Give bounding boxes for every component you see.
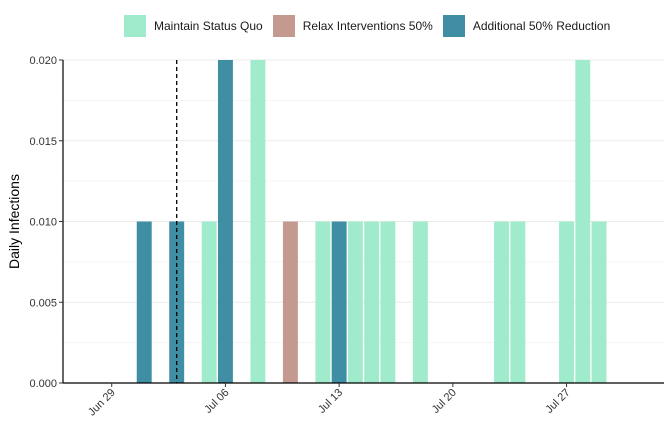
x-tick-label: Jul 27: [543, 387, 572, 416]
legend-swatch-relax-interventions: [272, 15, 295, 37]
bar-maintain-status-quo: [380, 221, 396, 383]
x-tick-label: Jul 13: [316, 387, 345, 416]
x-tick-label: Jul 20: [430, 387, 459, 416]
legend-label-additional-reduction: Additional 50% Reduction: [472, 19, 611, 33]
x-tick-label: Jun 29: [86, 387, 118, 419]
bar-maintain-status-quo: [559, 221, 575, 383]
bar-maintain-status-quo: [250, 60, 266, 383]
bar-maintain-status-quo: [364, 221, 380, 383]
y-tick-label: 0.015: [29, 136, 57, 148]
legend-item-additional-reduction: Additional 50% Reduction: [442, 15, 611, 37]
bar-maintain-status-quo: [412, 221, 428, 383]
y-tick-label: 0.020: [29, 55, 57, 67]
y-axis-title: Daily Infections: [6, 174, 22, 269]
bar-maintain-status-quo: [510, 221, 526, 383]
x-tick-label: Jul 06: [202, 387, 231, 416]
bar-maintain-status-quo: [494, 221, 510, 383]
bar-maintain-status-quo: [591, 221, 607, 383]
legend-label-relax-interventions: Relax Interventions 50%: [302, 19, 433, 33]
y-tick-label: 0.000: [29, 378, 57, 390]
bar-additional-reduction: [217, 60, 233, 383]
bar-maintain-status-quo: [347, 221, 363, 383]
y-tick-label: 0.005: [29, 297, 57, 309]
y-tick-label: 0.010: [29, 217, 57, 229]
legend: Maintain Status Quo Relax Interventions …: [124, 14, 620, 38]
bar-additional-reduction: [169, 221, 185, 383]
bar-additional-reduction: [331, 221, 347, 383]
legend-swatch-additional-reduction: [442, 15, 465, 37]
legend-label-maintain-status-quo: Maintain Status Quo: [154, 19, 263, 33]
bar-maintain-status-quo: [315, 221, 331, 383]
bar-relax-interventions: [282, 221, 298, 383]
bar-maintain-status-quo: [201, 221, 217, 383]
bar-maintain-status-quo: [575, 60, 591, 383]
legend-item-maintain-status-quo: Maintain Status Quo: [124, 15, 263, 37]
legend-item-relax-interventions: Relax Interventions 50%: [272, 15, 433, 37]
legend-swatch-maintain-status-quo: [124, 15, 146, 37]
bar-additional-reduction: [136, 221, 152, 383]
